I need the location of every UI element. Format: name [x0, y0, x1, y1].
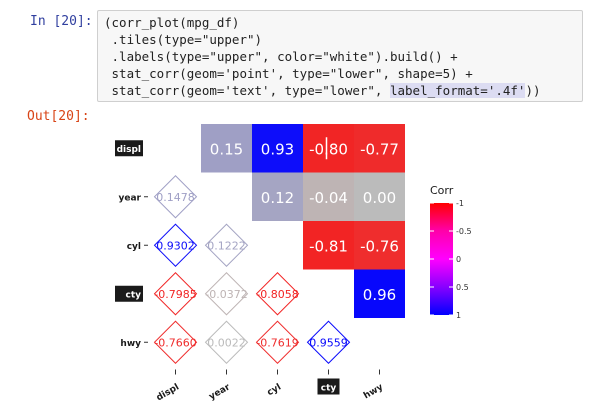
code-line: .labels(type="upper", color="white").bui… [104, 49, 458, 64]
code-highlight: label_format='.4f' [389, 83, 526, 98]
legend-tick-label: -1 [456, 199, 464, 208]
tile-label: 0.15 [210, 140, 243, 158]
corr-point [204, 272, 249, 316]
code-line: .tiles(type="upper") [104, 32, 263, 47]
output-prompt: Out[20]: [27, 109, 90, 124]
x-tick-label: cyl [266, 382, 283, 398]
corr-tile [303, 124, 354, 173]
point-label: 0.9559 [309, 336, 348, 349]
legend-tick-label: -0.5 [456, 227, 472, 236]
legend-tick-label: 0 [456, 255, 461, 264]
point-label: -0.7660 [154, 336, 196, 349]
point-label: -0.0372 [205, 288, 247, 301]
tile-label: -0.76 [360, 237, 399, 255]
corr-tile [354, 124, 405, 173]
code-cell[interactable]: (corr_plot(mpg_df) .tiles(type="upper") … [97, 10, 583, 102]
corr-tile [201, 124, 252, 173]
legend-title: Corr [430, 184, 454, 197]
y-tick-label-highlight [115, 285, 143, 302]
corr-tile [354, 269, 405, 318]
x-tick-label-highlight [317, 378, 340, 395]
y-tick-label: displ [117, 145, 141, 155]
corr-point [153, 223, 198, 267]
y-tick-label: cyl [127, 242, 141, 252]
point-label: 0.1478 [156, 191, 195, 204]
corr-tile [354, 221, 405, 270]
y-tick-label-highlight [115, 140, 143, 157]
y-tick-label: cty [125, 290, 141, 300]
legend-tick-label: 0.5 [456, 283, 469, 292]
tile-label: -0.81 [309, 237, 348, 255]
corr-point [255, 320, 300, 364]
point-label: -0.7619 [256, 336, 298, 349]
x-tick-label: year [208, 382, 233, 402]
corr-point [255, 272, 300, 316]
corr-tile [252, 124, 303, 173]
tile-label: -0.04 [309, 189, 348, 207]
tile-label: 0.12 [261, 189, 294, 207]
corr-tile [303, 221, 354, 270]
legend-colorbar [430, 203, 453, 315]
x-tick-label: hwy [362, 382, 385, 401]
code-line: stat_corr(geom='text', type="lower", lab… [104, 82, 541, 99]
point-label: 0.0022 [207, 336, 246, 349]
corr-point [153, 272, 198, 316]
point-label: -0.8058 [256, 288, 298, 301]
corr-point [306, 320, 351, 364]
code-line-text: stat_corr(geom='text', type="lower", [104, 83, 390, 98]
corr-tile [252, 172, 303, 221]
tile-label: -0.80 [309, 140, 348, 158]
x-tick-label: cty [321, 384, 337, 394]
legend-tick-label: 1 [456, 311, 461, 320]
y-tick-label: year [119, 193, 142, 203]
corr-tile [354, 172, 405, 221]
code-line: (corr_plot(mpg_df) [104, 15, 240, 30]
corr-point [153, 175, 198, 219]
corr-plot: 0.15 0.93 -0.80 -0.77 0.12 -0.04 0.00 -0.81 -0.7… [115, 124, 472, 403]
code-line: stat_corr(geom='point', type="lower", sh… [104, 66, 473, 81]
point-label: -0.7985 [154, 288, 196, 301]
corr-tile [303, 172, 354, 221]
corr-point [204, 223, 249, 267]
point-label: 0.9302 [156, 239, 195, 252]
y-tick-label: hwy [120, 339, 141, 349]
point-label: 0.1222 [207, 239, 246, 252]
tile-label: 0.93 [261, 140, 294, 158]
code-tail: )) [525, 83, 541, 98]
tile-label: 0.96 [363, 286, 396, 304]
x-tick-label: displ [155, 382, 181, 403]
corr-point [204, 320, 249, 364]
corr-point [153, 320, 198, 364]
input-prompt: In [20]: [30, 14, 93, 29]
tile-label: -0.77 [360, 140, 399, 158]
tile-label: 0.00 [363, 189, 396, 207]
